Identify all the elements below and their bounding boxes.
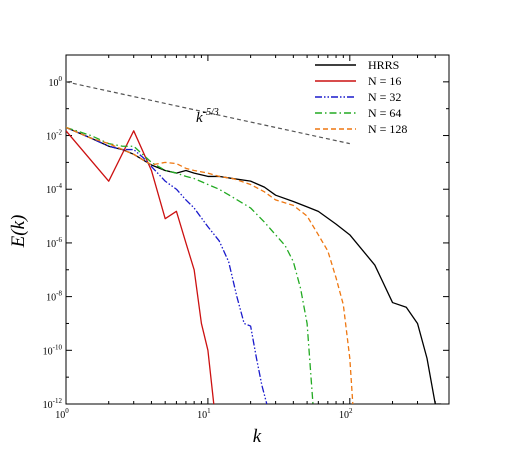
y-tick-labels: 100 10-2 10-4 10-6 10-8 10-10 10-12	[43, 75, 63, 411]
x-tick-labels: 100 101 102	[55, 407, 353, 421]
x-tick-label: 101	[197, 407, 211, 421]
y-tick-label: 10-12	[43, 397, 63, 411]
plot-frame	[65, 54, 450, 405]
legend-label-4: N = 128	[368, 122, 407, 136]
x-tick-label: 100	[55, 407, 69, 421]
plot-area	[66, 81, 442, 404]
y-tick-label: 10-6	[46, 236, 62, 250]
y-tick-label: 100	[49, 75, 63, 89]
y-tick-label: 10-10	[43, 343, 63, 357]
y-tick-label: 10-4	[46, 182, 62, 196]
axis-ticks	[65, 55, 450, 405]
legend: HRRS N = 16 N = 32 N = 64 N = 128	[315, 58, 407, 136]
legend-label-3: N = 64	[368, 106, 401, 120]
y-tick-label: 10-2	[46, 129, 62, 143]
series-line-1	[66, 130, 215, 404]
x-tick-label: 102	[339, 407, 353, 421]
annotation-label: k-5/3	[196, 107, 219, 126]
legend-label-1: N = 16	[368, 74, 401, 88]
legend-label-0: HRRS	[368, 58, 399, 72]
annotation-exponent: -5/3	[203, 107, 219, 118]
annotation-base: k	[196, 110, 203, 126]
y-tick-label: 10-8	[46, 290, 62, 304]
series-line-3	[66, 126, 314, 404]
series-line-2	[66, 126, 268, 404]
series-line-4	[66, 126, 354, 404]
legend-label-2: N = 32	[368, 90, 401, 104]
y-axis-title: E(k)	[8, 215, 29, 249]
x-axis-title: k	[253, 426, 262, 447]
series-line-0	[66, 126, 442, 404]
